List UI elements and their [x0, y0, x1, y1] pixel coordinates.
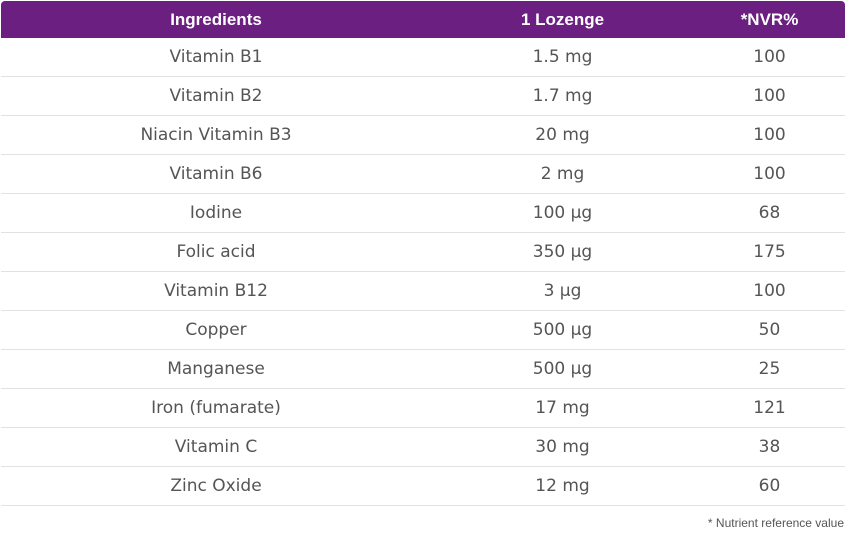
amount-cell: 12 mg — [431, 466, 694, 506]
nvr-cell: 100 — [694, 271, 845, 311]
table-row: Zinc Oxide 12 mg 60 — [1, 466, 845, 506]
nvr-cell: 121 — [694, 388, 845, 428]
amount-cell: 350 µg — [431, 232, 694, 272]
ingredient-cell: Zinc Oxide — [1, 466, 431, 506]
table-row: Copper 500 µg 50 — [1, 310, 845, 350]
header-per-lozenge: 1 Lozenge — [431, 1, 694, 38]
nutrition-table: Ingredients 1 Lozenge *NVR% Vitamin B1 1.… — [1, 1, 845, 506]
amount-cell: 100 µg — [431, 193, 694, 233]
table-row: Vitamin B2 1.7 mg 100 — [1, 76, 845, 116]
amount-cell: 20 mg — [431, 115, 694, 155]
nvr-cell: 100 — [694, 154, 845, 194]
table-header: Ingredients 1 Lozenge *NVR% — [1, 1, 845, 38]
ingredient-cell: Iron (fumarate) — [1, 388, 431, 428]
amount-cell: 17 mg — [431, 388, 694, 428]
ingredient-cell: Manganese — [1, 349, 431, 389]
table-row: Niacin Vitamin B3 20 mg 100 — [1, 115, 845, 155]
table-row: Folic acid 350 µg 175 — [1, 232, 845, 272]
amount-cell: 3 µg — [431, 271, 694, 311]
header-nvr-percent: *NVR% — [694, 1, 845, 38]
ingredient-cell: Copper — [1, 310, 431, 350]
ingredient-cell: Folic acid — [1, 232, 431, 272]
nvr-cell: 50 — [694, 310, 845, 350]
header-row: Ingredients 1 Lozenge *NVR% — [1, 1, 845, 38]
table-body: Vitamin B1 1.5 mg 100 Vitamin B2 1.7 mg 100 Ni… — [1, 38, 845, 506]
nvr-cell: 100 — [694, 76, 845, 116]
amount-cell: 2 mg — [431, 154, 694, 194]
nvr-cell: 38 — [694, 427, 845, 467]
amount-cell: 500 µg — [431, 349, 694, 389]
ingredient-cell: Iodine — [1, 193, 431, 233]
amount-cell: 500 µg — [431, 310, 694, 350]
amount-cell: 1.7 mg — [431, 76, 694, 116]
ingredient-cell: Vitamin B6 — [1, 154, 431, 194]
nvr-cell: 175 — [694, 232, 845, 272]
ingredient-cell: Vitamin B12 — [1, 271, 431, 311]
table-row: Vitamin B12 3 µg 100 — [1, 271, 845, 311]
nvr-cell: 60 — [694, 466, 845, 506]
nvr-cell: 25 — [694, 349, 845, 389]
table-row: Vitamin B6 2 mg 100 — [1, 154, 845, 194]
amount-cell: 1.5 mg — [431, 38, 694, 77]
table-row: Manganese 500 µg 25 — [1, 349, 845, 389]
nvr-cell: 100 — [694, 115, 845, 155]
table-row: Iron (fumarate) 17 mg 121 — [1, 388, 845, 428]
nvr-cell: 100 — [694, 38, 845, 77]
ingredient-cell: Vitamin C — [1, 427, 431, 467]
amount-cell: 30 mg — [431, 427, 694, 467]
ingredient-cell: Niacin Vitamin B3 — [1, 115, 431, 155]
table-row: Vitamin C 30 mg 38 — [1, 427, 845, 467]
ingredient-cell: Vitamin B2 — [1, 76, 431, 116]
footnote: * Nutrient reference value — [707, 516, 844, 530]
table-row: Vitamin B1 1.5 mg 100 — [1, 38, 845, 77]
nvr-cell: 68 — [694, 193, 845, 233]
header-ingredients: Ingredients — [1, 1, 431, 38]
ingredient-cell: Vitamin B1 — [1, 38, 431, 77]
table-row: Iodine 100 µg 68 — [1, 193, 845, 233]
